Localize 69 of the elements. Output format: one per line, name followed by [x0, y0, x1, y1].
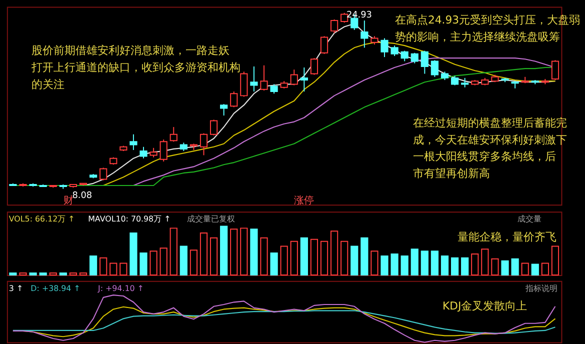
bar: [89, 255, 98, 276]
candlestick: [330, 18, 338, 34]
bar: [420, 250, 428, 276]
bar: [440, 255, 449, 276]
annotation: KDJ金叉发散向上: [442, 300, 528, 313]
text: 指标说明: [524, 284, 558, 293]
candlestick: [160, 139, 168, 162]
bar: [130, 232, 138, 276]
bar: [430, 250, 439, 276]
text: 成交量已复权: [187, 214, 236, 224]
bar: [531, 264, 539, 276]
candlestick: [461, 77, 469, 88]
candlestick: [340, 12, 348, 24]
candlestick: [290, 69, 298, 86]
bar: [501, 260, 509, 276]
bar: [250, 228, 258, 276]
candlestick: [450, 75, 459, 86]
text: 涨停: [294, 194, 314, 207]
candlestick: [200, 132, 208, 156]
text: 3 ↑: [8, 284, 24, 293]
candlestick: [170, 126, 178, 142]
candlestick: [310, 58, 318, 76]
bar: [350, 246, 358, 276]
bar: [390, 254, 398, 276]
text: 财: [63, 194, 74, 207]
candlestick: [270, 84, 278, 94]
bar: [511, 258, 519, 276]
bar: [180, 246, 188, 276]
bar: [380, 255, 388, 276]
candlestick: [390, 45, 398, 56]
candlestick: [410, 52, 418, 64]
candlestick: [320, 36, 328, 54]
bar: [400, 255, 408, 276]
candlestick: [230, 91, 238, 108]
candlestick: [260, 64, 268, 91]
candlestick: [430, 60, 439, 78]
text: 8.08: [72, 190, 92, 201]
candlestick: [220, 104, 228, 116]
annotation: 量能企稳，量价齐飞: [457, 230, 556, 244]
candlestick: [130, 134, 138, 150]
text: D: +38.94 ↑: [30, 284, 80, 293]
annotation: 在经过短期的横盘整理后蓄能完成，今天在雄安环保利好刺激下一根大阳线贯穿多条均线，后市有望再创新高: [412, 116, 567, 180]
text: 成交量: [517, 214, 542, 224]
candlestick: [380, 38, 388, 58]
bar: [270, 252, 278, 276]
annotation: 在高点24.93元受到空头打压，大盘弱势的影响，主力选择继续洗盘吸筹: [394, 14, 580, 44]
text: J: +94.10 ↑: [96, 284, 144, 293]
text: MAVOL10: 70.98万 ↑: [88, 214, 171, 224]
candlestick: [250, 66, 258, 92]
annotation: 24.93: [346, 10, 372, 21]
candlestick: [300, 67, 308, 92]
bar: [461, 257, 469, 276]
candlestick: [150, 147, 158, 158]
candlestick: [240, 71, 248, 98]
bar: [450, 257, 459, 276]
candlestick: [360, 20, 368, 48]
candlestick: [551, 60, 560, 81]
bar: [410, 248, 418, 276]
bar: [220, 226, 228, 276]
annotation: 股价前期借雄安利好消息刺激，一路走妖打开上行通道的缺口，收到众多游资和机构的关注: [30, 44, 241, 91]
candlestick: [210, 119, 218, 136]
bar: [300, 237, 308, 276]
bar: [140, 252, 148, 276]
candlestick: [100, 167, 108, 181]
candlestick: [140, 146, 148, 159]
candlestick: [420, 50, 428, 74]
candlestick: [400, 50, 408, 62]
text: VOL5: 66.12万 ↑: [8, 214, 75, 224]
bar: [360, 237, 368, 276]
